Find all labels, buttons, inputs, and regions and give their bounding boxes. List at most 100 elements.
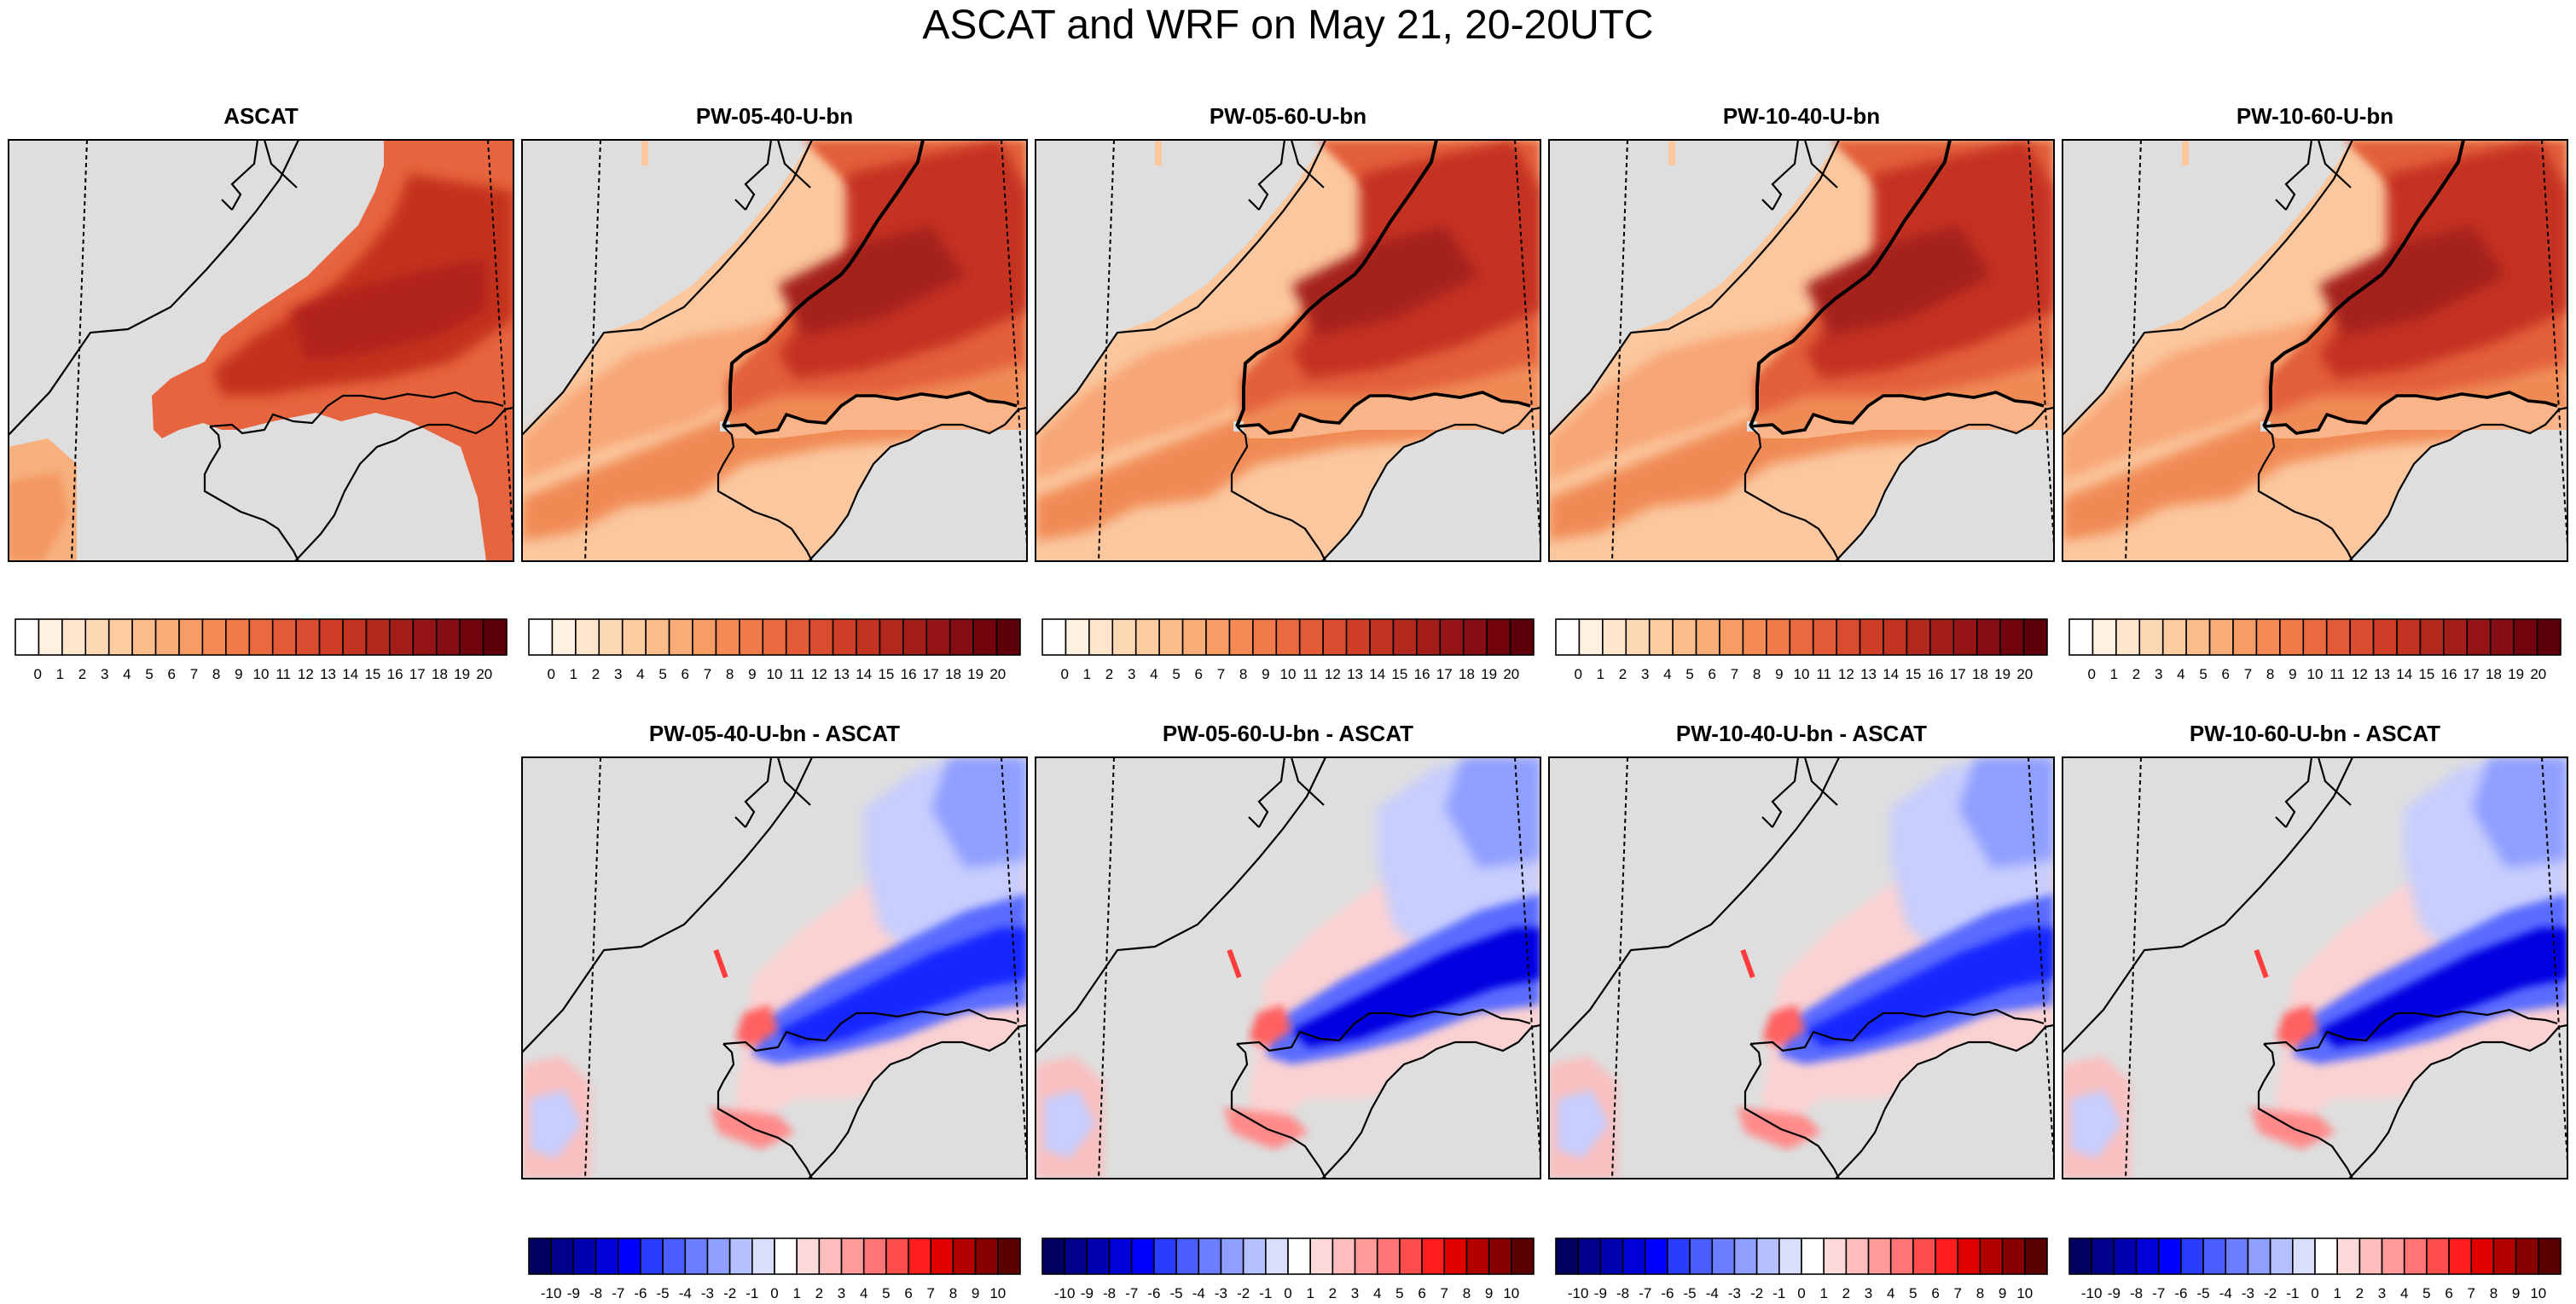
colorbar-tick-label: 5 [1172,666,1180,682]
colorbar-swatch [459,618,484,656]
colorbar-tick-label: -8 [589,1285,602,1301]
colorbar-tick-label: 5 [1909,1285,1917,1301]
colorbar-tick-label: -8 [2130,1285,2143,1301]
panel-title: PW-10-60-U-bn [2237,103,2393,129]
colorbar-swatch [2068,618,2094,656]
colorbar-tick-label: 11 [1816,666,1831,682]
panel-title: PW-10-40-U-bn - ASCAT [1676,721,1927,746]
colorbar-tick-label: -5 [1684,1285,1697,1301]
colorbar-tick-label: 8 [949,1285,957,1301]
colorbar-tick-label: 0 [33,666,41,682]
colorbar-tick-label: 1 [1306,1285,1314,1301]
colorbar-swatch [1065,618,1090,656]
colorbar-swatch [832,618,857,656]
colorbar-tick-label: 0 [1284,1285,1291,1301]
colorbar-tick-label: 9 [2512,1285,2520,1301]
colorbar-swatch [2314,1237,2338,1275]
colorbar-tick-label: 3 [101,666,108,682]
colorbar-tick-label: 2 [1619,666,1627,682]
colorbar-swatch [1625,618,1651,656]
colorbar-tick-label: -8 [1103,1285,1116,1301]
colorbar-swatch [2292,1237,2316,1275]
colorbar-swatch [528,1237,552,1275]
colorbar-tick-label: 6 [904,1285,912,1301]
colorbar-swatch [1883,618,1908,656]
colorbar-tick-label: 20 [1503,666,1519,682]
colorbar-swatch [1175,1237,1200,1275]
colorbar-swatch [201,618,227,656]
colorbar-swatch [1345,618,1371,656]
colorbar-swatch [2515,1237,2539,1275]
colorbar-swatch [1111,618,1137,656]
panel-frame [1035,139,1541,562]
colorbar-swatch [2325,618,2351,656]
colorbar-tick-label: 6 [1195,666,1203,682]
colorbar-swatch [61,618,87,656]
colorbar-tick-label: 6 [1931,1285,1939,1301]
colorbar-tick-label: 5 [659,666,666,682]
map-panel: PW-10-60-U-bn - ASCAT [2062,721,2568,1179]
colorbar-tick-label: 2 [1329,1285,1337,1301]
colorbar-swatch [1134,618,1160,656]
colorbar-tick-label: 15 [2418,666,2434,682]
colorbar-swatch [2161,618,2187,656]
map-field [1549,757,2054,1179]
colorbar-swatch [1465,1237,1490,1275]
colorbar-swatch [840,1237,865,1275]
colorbar-swatch [2372,618,2398,656]
colorbar-tick-label: 3 [2378,1285,2386,1301]
colorbar-swatch [2358,1237,2383,1275]
panel-frame [1548,139,2055,562]
colorbar-tick-label: -2 [1237,1285,1250,1301]
colorbar-swatch [1999,618,2025,656]
colorbar-tick-label: 10 [989,1285,1006,1301]
colorbar-swatch [1935,1237,1959,1275]
colorbar-tick-label: -2 [723,1285,736,1301]
colorbar-tick-label: 16 [2441,666,2457,682]
colorbar-swatch [1789,618,1814,656]
colorbar-tick-label: 19 [2508,666,2524,682]
colorbar-tick-label: 11 [276,666,291,682]
colorbar-swatch [1181,618,1207,656]
colorbar: -10 -9 -8 -7 -6 -5 -4 -3 -2 -1 0 1 2 3 4 5 6 7 8 9 10 [2068,1237,2561,1301]
colorbar-tick-label: -2 [2264,1285,2277,1301]
colorbar-swatch [1392,618,1418,656]
colorbar-swatch [1812,618,1837,656]
colorbar-tick-label: 19 [1994,666,2010,682]
colorbar-tick-label: 7 [2468,1285,2475,1301]
colorbar-tick-label: 11 [1303,666,1318,682]
colorbar-swatch [1509,618,1535,656]
colorbar-swatch [2426,1237,2450,1275]
colorbar-swatch [248,618,274,656]
colorbar-swatch [1957,1237,1981,1275]
colorbar-tick-label: -1 [1772,1285,1785,1301]
colorbar-tick-label: 18 [1972,666,1988,682]
colorbar-swatch [1287,1237,1311,1275]
colorbar-tick-label: 2 [815,1285,823,1301]
colorbar-swatch [595,1237,619,1275]
colorbar-swatch [1929,618,1955,656]
colorbar-tick-label: 7 [927,1285,935,1301]
colorbar-tick-label: 18 [945,666,961,682]
colorbar-tick-label: 11 [2329,666,2345,682]
colorbar-swatch [2302,618,2328,656]
colorbar-swatch [1322,618,1348,656]
colorbar-swatch [1064,1237,1088,1275]
colorbar-tick-label: 2 [2132,666,2140,682]
colorbar-swatch [908,1237,932,1275]
colorbar: -10 -9 -8 -7 -6 -5 -4 -3 -2 -1 0 1 2 3 4 5 6 7 8 9 10 [1041,1237,1535,1301]
panel-frame [521,139,1028,562]
colorbar-tick-label: 0 [770,1285,778,1301]
map-field [2063,757,2567,1179]
colorbar-swatch [1979,1237,2004,1275]
colorbar-tick-label: 20 [2530,666,2546,682]
colorbar-swatch [997,1237,1021,1275]
colorbar-tick-label: 2 [1842,1285,1850,1301]
colorbar-tick-label: -7 [2152,1285,2165,1301]
colorbar-tick-label: 4 [860,1285,867,1301]
colorbar-tick-label: 10 [1794,666,1810,682]
colorbar-tick-label: 4 [2400,1285,2408,1301]
colorbar-tick-label: 16 [387,666,403,682]
colorbar-tick-label: 13 [833,666,850,682]
